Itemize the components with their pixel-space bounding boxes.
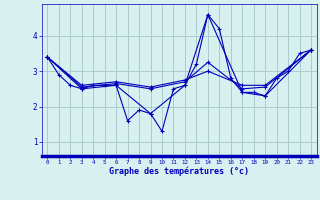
- X-axis label: Graphe des températures (°c): Graphe des températures (°c): [109, 167, 249, 176]
